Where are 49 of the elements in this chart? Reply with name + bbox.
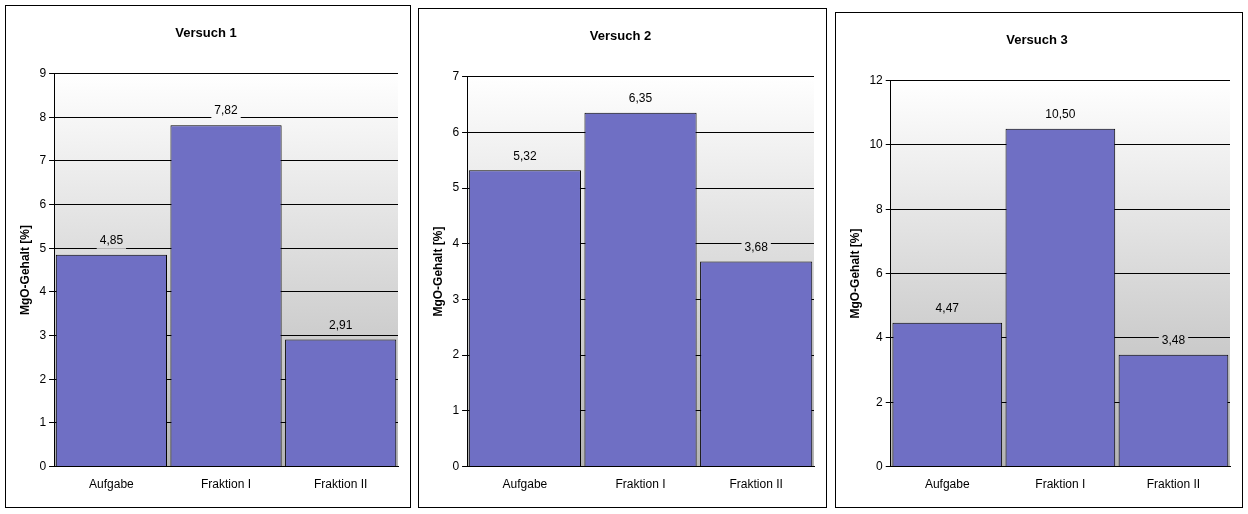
x-tick-label: Fraktion II [314, 477, 368, 492]
y-tick-label: 5 [39, 240, 47, 255]
y-tick-label: 4 [876, 330, 884, 345]
data-label: 4,47 [935, 301, 960, 316]
x-tick-label: Fraktion I [615, 477, 666, 492]
y-tick-label: 7 [39, 153, 47, 168]
data-label: 6,35 [628, 91, 653, 106]
y-tick-label: 12 [869, 72, 884, 87]
x-tick-label: Aufgabe [502, 477, 548, 492]
y-tick-label: 8 [39, 109, 47, 124]
data-label: 2,91 [329, 317, 353, 332]
y-tick-label: 3 [452, 291, 460, 306]
data-label: 7,82 [214, 103, 239, 118]
x-tick-label: Fraktion I [201, 477, 252, 492]
y-axis-title: MgO-Gehalt [%] [17, 225, 32, 316]
data-label: 3,68 [744, 239, 769, 254]
chart-title: Versuch 2 [589, 28, 652, 44]
y-tick-label: 4 [452, 236, 460, 251]
y-tick-label: 0 [39, 458, 47, 473]
x-tick-label: Fraktion II [1146, 477, 1201, 492]
chart-title: Versuch 1 [175, 25, 237, 41]
y-tick-label: 10 [869, 137, 884, 152]
data-label: 4,85 [99, 233, 124, 248]
data-label: 3,48 [1161, 332, 1186, 347]
y-tick-label: 1 [39, 415, 47, 430]
y-tick-label: 6 [876, 265, 884, 280]
y-tick-label: 3 [39, 327, 47, 342]
y-tick-label: 2 [39, 371, 47, 386]
x-tick-label: Aufgabe [89, 477, 135, 492]
x-tick-label: Fraktion I [1035, 477, 1086, 492]
y-tick-label: 0 [452, 458, 460, 473]
chart-title: Versuch 3 [1006, 32, 1068, 48]
y-tick-label: 2 [876, 394, 884, 409]
y-tick-label: 6 [452, 124, 460, 139]
x-tick-label: Fraktion II [729, 477, 783, 492]
y-tick-label: 6 [39, 196, 47, 211]
x-tick-label: Aufgabe [924, 477, 970, 492]
y-tick-label: 8 [876, 201, 884, 216]
data-label: 10,50 [1045, 107, 1076, 122]
y-tick-label: 7 [452, 68, 460, 83]
y-tick-label: 5 [452, 180, 460, 195]
y-axis-title: MgO-Gehalt [%] [847, 228, 862, 319]
y-tick-label: 4 [39, 284, 47, 299]
y-tick-label: 9 [39, 65, 47, 80]
y-axis-title: MgO-Gehalt [%] [430, 226, 445, 317]
data-label: 5,32 [513, 148, 537, 163]
y-tick-label: 1 [452, 403, 460, 418]
y-tick-label: 0 [876, 458, 884, 473]
y-tick-label: 2 [452, 347, 460, 362]
